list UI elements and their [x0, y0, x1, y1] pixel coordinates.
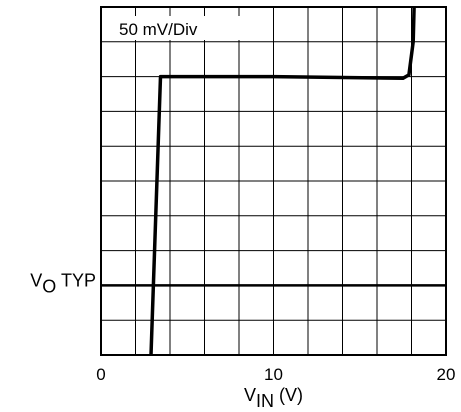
y-marker-label: VO TYP — [30, 270, 96, 296]
y-marker-label-suffix: TYP — [56, 270, 96, 290]
series-line-1 — [149, 6, 416, 356]
plot-frame — [100, 6, 447, 356]
scale-annotation: 50 mV/Div — [119, 20, 198, 39]
x-tick-label: 20 — [437, 365, 456, 384]
annotation-background — [114, 16, 257, 40]
y-marker-label-sub: O — [42, 276, 56, 296]
x-tick-label: 10 — [264, 365, 283, 384]
x-axis-label: VIN (V) — [244, 385, 303, 411]
x-axis-label-main: V — [244, 385, 256, 405]
chart-marks — [149, 6, 416, 356]
x-axis-label-unit: (V) — [274, 385, 303, 405]
y-marker-label-main: V — [30, 270, 42, 290]
x-tick-label: 0 — [96, 365, 105, 384]
x-axis-label-sub: IN — [256, 391, 274, 411]
x-tick-labels: 0 10 20 — [96, 365, 455, 384]
